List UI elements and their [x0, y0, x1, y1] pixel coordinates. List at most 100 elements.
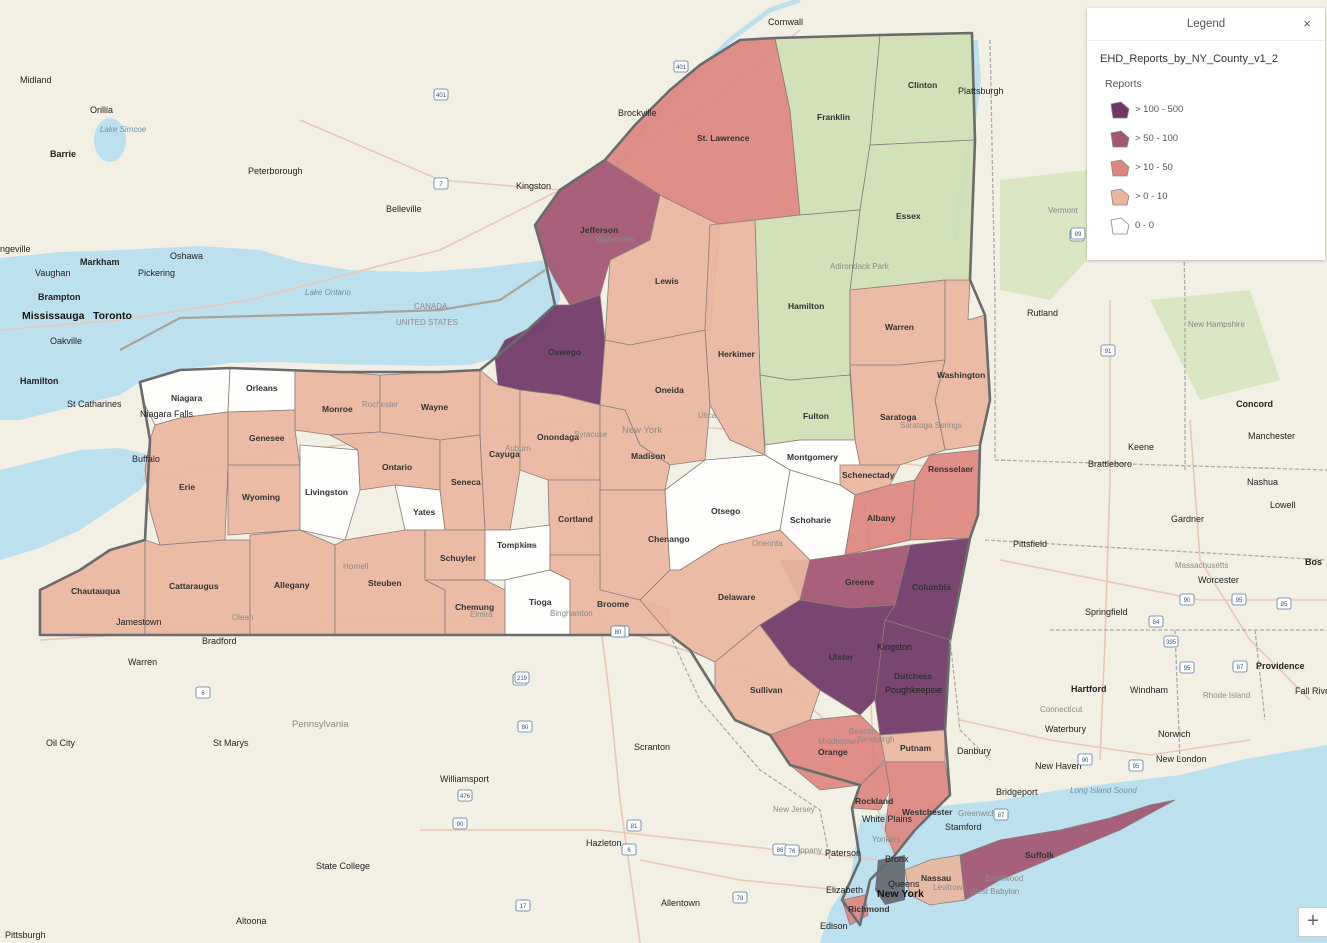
legend-class-label: > 50 - 100 — [1135, 133, 1179, 144]
lake-simcoe-label: Lake Simcoe — [100, 125, 147, 134]
county-label: Broome — [597, 599, 629, 609]
place-label: Paterson — [825, 848, 861, 858]
place-label: Parsippany — [782, 846, 822, 855]
county-livingston[interactable] — [299, 444, 361, 541]
place-label: ngeville — [0, 244, 31, 254]
place-label: Mississauga — [22, 310, 85, 322]
county-label: Schenectady — [842, 470, 895, 480]
county-label: Tioga — [529, 597, 552, 607]
svg-text:6: 6 — [627, 848, 631, 854]
county-label: Onondaga — [537, 432, 579, 442]
county-erie[interactable] — [144, 411, 229, 546]
county-label: Ontario — [382, 462, 412, 472]
place-label: Pickering — [138, 268, 175, 278]
zoom-in-button[interactable]: + — [1298, 907, 1327, 937]
place-label: Poughkeepsie — [885, 685, 942, 695]
canada-label: CANADA — [414, 302, 448, 311]
highway-shield: 219 — [514, 671, 530, 684]
place-label: Scranton — [634, 742, 670, 752]
highway-shield: 84 — [1148, 615, 1164, 628]
place-label: Stamford — [945, 822, 982, 832]
place-label: Orillia — [90, 105, 113, 115]
place-label: Springfield — [1085, 607, 1128, 617]
legend-swatch — [1110, 130, 1130, 148]
place-label: Kingston — [516, 181, 551, 191]
place-label: Brampton — [38, 292, 81, 302]
svg-text:476: 476 — [460, 794, 471, 800]
place-label: Fall Rive — [1295, 686, 1327, 696]
county-fulton[interactable] — [759, 374, 856, 446]
county-label: Seneca — [451, 477, 481, 487]
legend-swatch — [1110, 159, 1130, 177]
place-label: Markham — [80, 257, 120, 267]
highway-shield: 87 — [1232, 660, 1248, 673]
legend-swatch — [1110, 217, 1130, 235]
place-label: Norwich — [1158, 729, 1191, 739]
county-hamilton[interactable] — [754, 209, 861, 381]
svg-text:84: 84 — [1153, 620, 1160, 626]
county-label: Allegany — [274, 580, 310, 590]
place-label: Beacon — [849, 727, 876, 736]
county-label: Delaware — [718, 592, 756, 602]
place-label: Pittsburgh — [5, 930, 46, 940]
place-label: Levittown — [933, 883, 967, 892]
legend-close-button[interactable]: × — [1303, 16, 1311, 31]
county-label: Lewis — [655, 276, 679, 286]
place-label: Windham — [1130, 685, 1168, 695]
svg-text:89: 89 — [1075, 232, 1082, 238]
county-cayuga[interactable] — [479, 369, 521, 531]
place-label: St Catharines — [67, 399, 122, 409]
county-label: Genesee — [249, 433, 285, 443]
highway-shield: 6 — [621, 843, 637, 856]
place-label: Bos — [1305, 557, 1322, 567]
place-label: State College — [316, 861, 370, 871]
county-label: Columbia — [912, 582, 951, 592]
svg-text:80: 80 — [522, 725, 529, 731]
county-label: Oswego — [548, 347, 581, 357]
highway-shield: 90 — [1179, 593, 1195, 606]
legend-header: Legend × — [1087, 8, 1325, 41]
county-label: Warren — [885, 322, 914, 332]
united-states-label: UNITED STATES — [396, 318, 458, 327]
place-label: Rochester — [362, 400, 399, 409]
place-label: Concord — [1236, 399, 1273, 409]
svg-text:95: 95 — [1133, 764, 1140, 770]
county-label: Schoharie — [790, 515, 831, 525]
canada-us-border — [119, 269, 546, 351]
county-suffolk[interactable] — [959, 799, 1176, 901]
svg-text:76: 76 — [789, 849, 796, 855]
county-label: Orleans — [246, 383, 278, 393]
place-label: Buffalo — [132, 454, 160, 464]
highway-shield: 395 — [1163, 635, 1179, 648]
svg-text:401: 401 — [676, 65, 687, 71]
place-label: Danbury — [957, 746, 992, 756]
place-label: Oil City — [46, 738, 75, 748]
county-label: Richmond — [848, 904, 890, 914]
place-label: Utica — [698, 411, 717, 420]
place-label: Elmira — [470, 610, 493, 619]
svg-text:86: 86 — [777, 848, 784, 854]
new-york-state-label: New York — [622, 425, 662, 436]
county-tompkins[interactable] — [484, 524, 551, 581]
lake-simcoe — [94, 118, 126, 162]
place-label: Ithaca — [515, 541, 537, 550]
county-label: Putnam — [900, 743, 932, 753]
county-label: Rockland — [855, 796, 893, 806]
place-label: Williamsport — [440, 774, 490, 784]
county-label: Greene — [845, 577, 875, 587]
place-label: Oakville — [50, 336, 82, 346]
place-label: Hamilton — [20, 376, 59, 386]
place-label: Altoona — [236, 916, 267, 926]
county-label: Chautauqua — [71, 586, 120, 596]
legend-field-name: Reports — [1105, 78, 1142, 90]
place-label: Belleville — [386, 204, 422, 214]
highway-shield: 95 — [1128, 759, 1144, 772]
county-label: Steuben — [368, 578, 402, 588]
place-label: Middletown — [818, 737, 858, 746]
place-label: Brentwood — [985, 874, 1023, 883]
svg-text:7: 7 — [439, 182, 443, 188]
highway-shield: 401 — [673, 60, 689, 73]
place-label: Providence — [1256, 661, 1305, 671]
place-label: Manchester — [1248, 431, 1295, 441]
county-label: Madison — [631, 451, 665, 461]
